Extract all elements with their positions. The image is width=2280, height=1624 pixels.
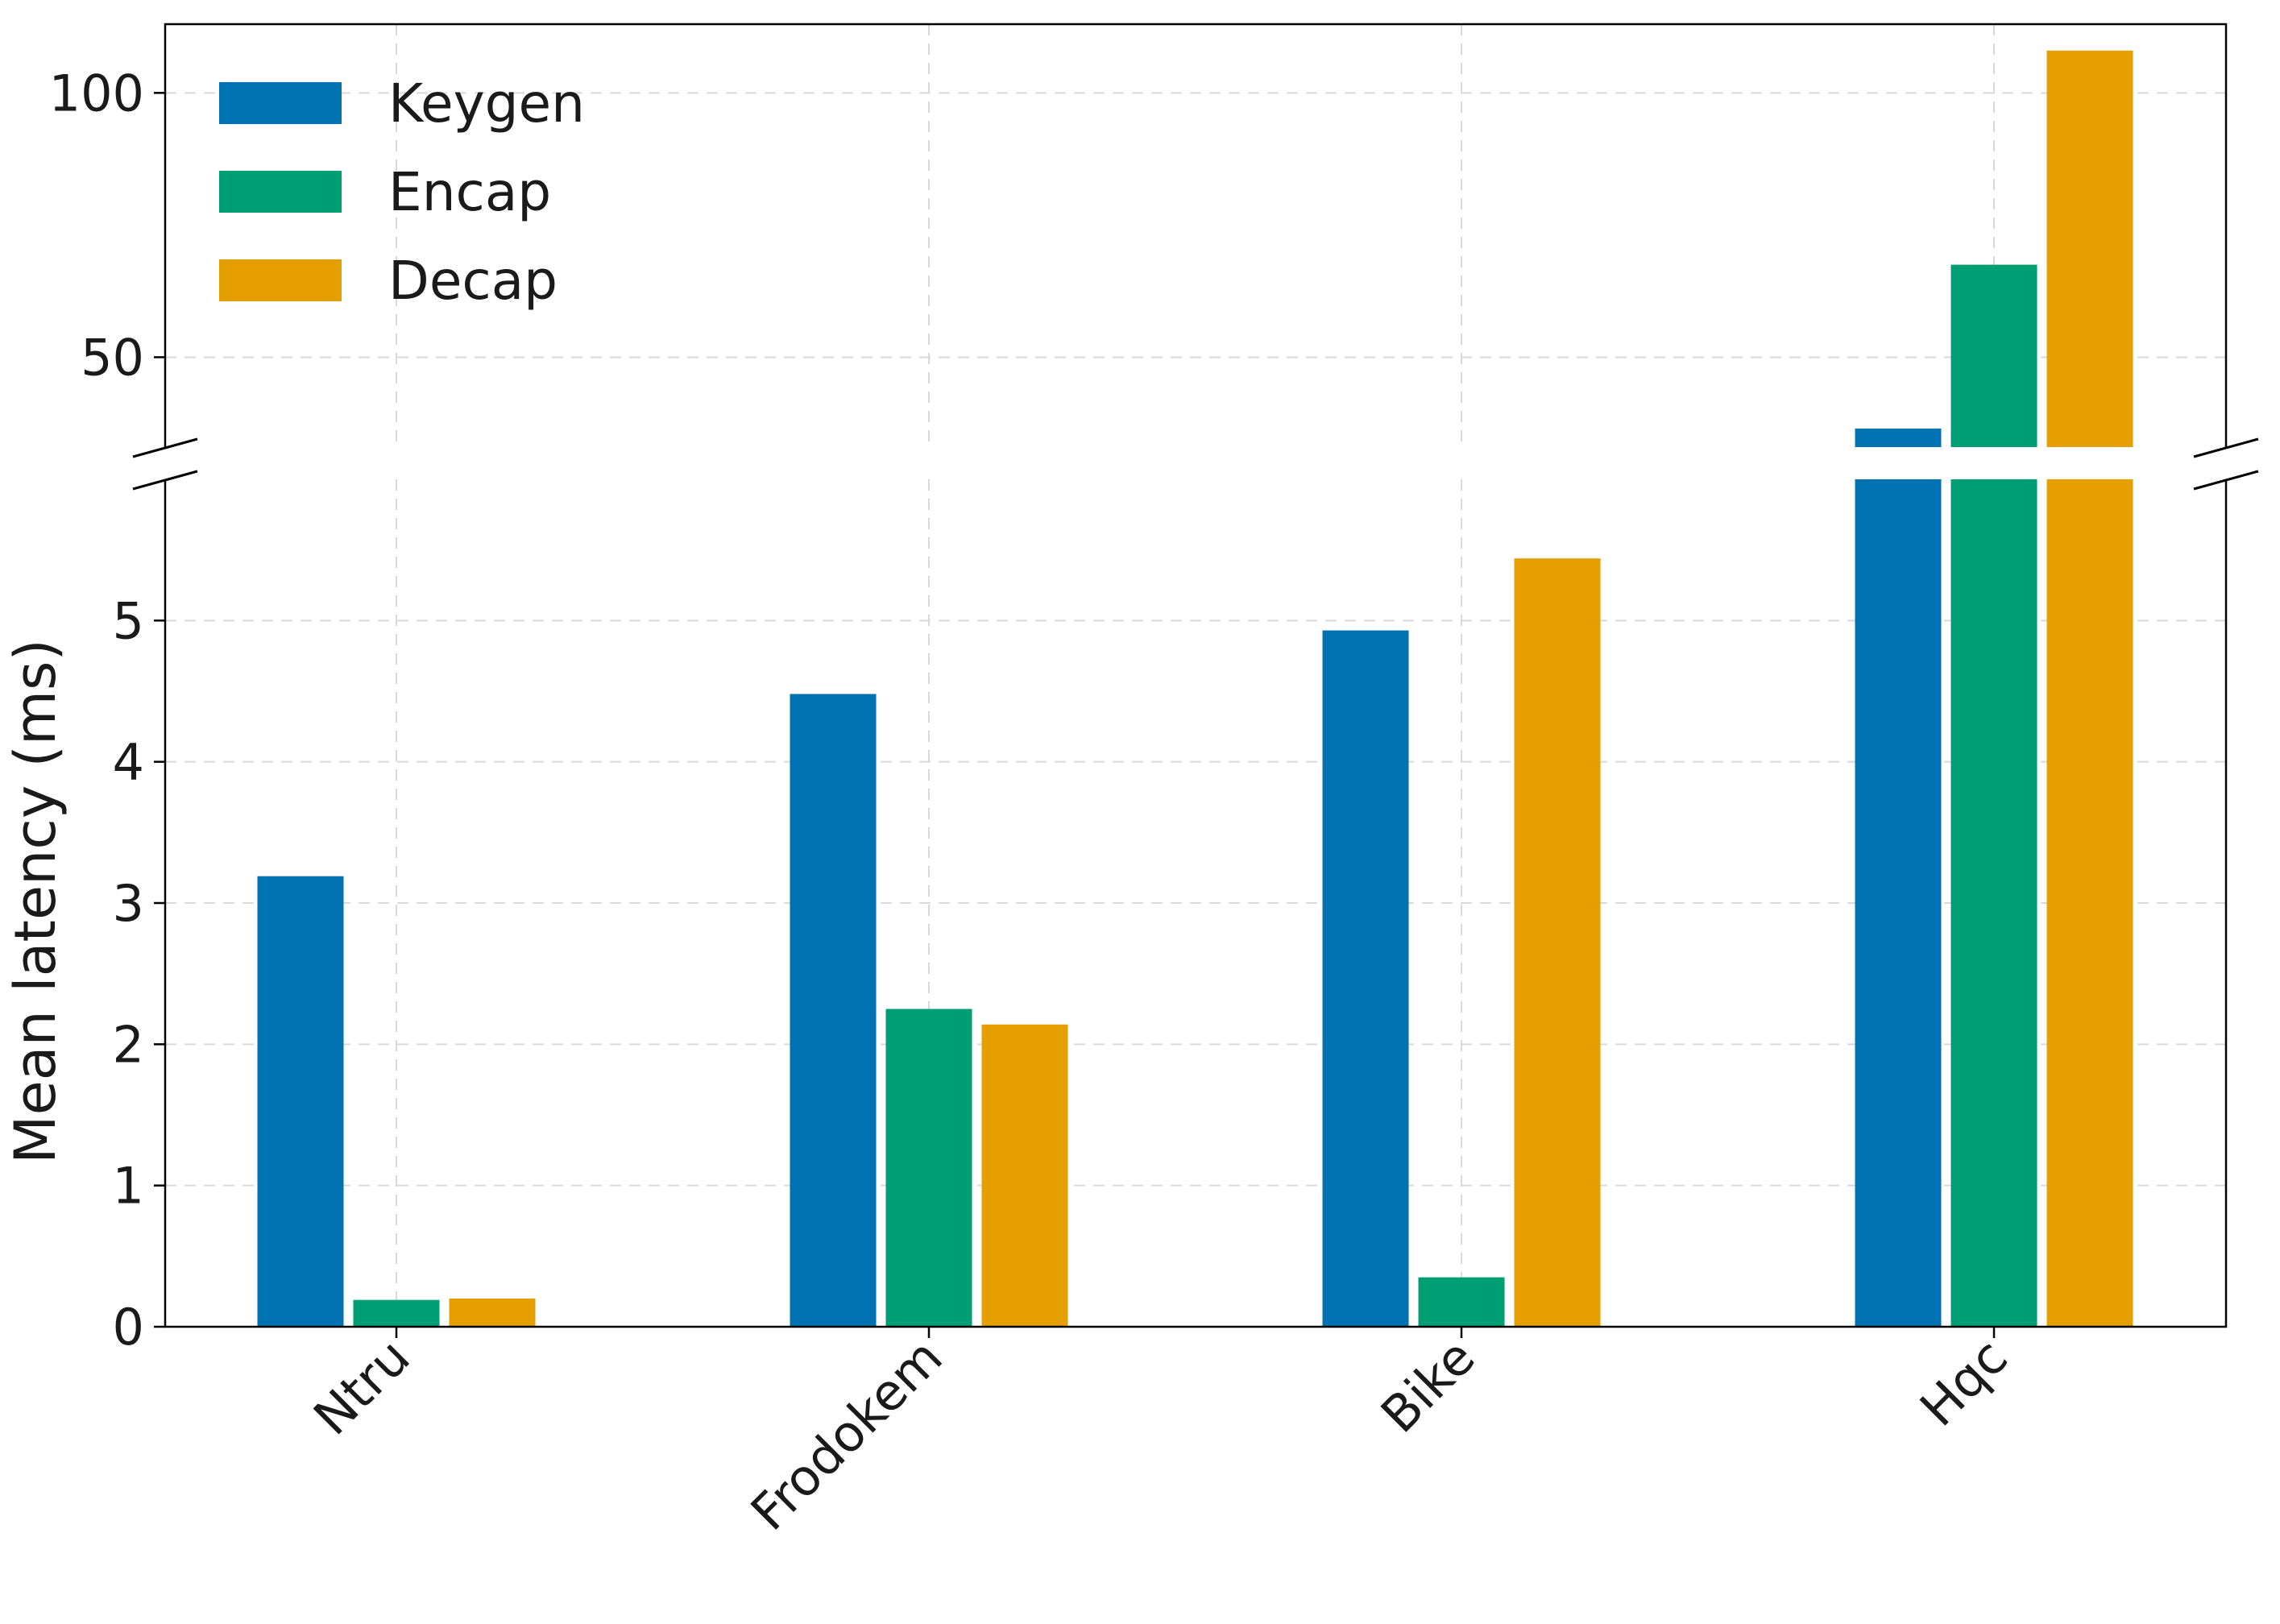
bar-encap-frodokem xyxy=(885,1009,972,1327)
bar-decap-ntru xyxy=(449,1298,536,1327)
x-tick-label: Frodokem xyxy=(740,1328,954,1542)
bar-keygen-frodokem xyxy=(790,694,877,1327)
bar-keygen-hqc-upper xyxy=(1855,429,1942,447)
bar-decap-hqc-lower xyxy=(2046,479,2133,1327)
bar-keygen-ntru xyxy=(257,876,344,1327)
bars xyxy=(257,50,2133,1327)
y-tick-label: 100 xyxy=(49,64,144,122)
legend-label-keygen: Keygen xyxy=(388,72,585,135)
legend-swatch-encap xyxy=(219,171,342,213)
legend: Keygen Encap Decap xyxy=(219,72,585,312)
bar-encap-bike xyxy=(1418,1277,1505,1327)
upper-axes-frame xyxy=(164,23,2228,447)
axis-break-mark xyxy=(2193,470,2259,491)
axis-break-mark xyxy=(132,470,198,491)
y-tick-label: 3 xyxy=(113,874,144,933)
bar-encap-hqc-lower xyxy=(1950,479,2037,1327)
y-tick-label: 2 xyxy=(113,1015,144,1074)
x-tick-label: Ntru xyxy=(302,1328,421,1446)
axis-break-mark xyxy=(132,437,198,458)
bar-keygen-hqc-lower xyxy=(1855,479,1942,1327)
bar-decap-frodokem xyxy=(981,1024,1068,1327)
bar-encap-hqc-upper xyxy=(1950,264,2037,447)
bar-decap-bike xyxy=(1514,558,1601,1327)
y-tick-labels: 0 1 2 3 4 5 50 100 xyxy=(49,64,144,1357)
bar-decap-hqc-upper xyxy=(2046,50,2133,447)
legend-label-decap: Decap xyxy=(388,250,558,312)
legend-swatch-keygen xyxy=(219,82,342,124)
y-tick-label: 1 xyxy=(113,1157,144,1216)
y-tick-label: 4 xyxy=(113,733,144,792)
y-tick-label: 0 xyxy=(113,1298,144,1357)
y-tick-label: 5 xyxy=(113,591,144,650)
lower-axes-frame xyxy=(164,479,2228,1328)
bar-encap-ntru xyxy=(353,1299,440,1327)
axes xyxy=(132,23,2259,1338)
y-tick-label: 50 xyxy=(81,328,144,387)
legend-swatch-decap xyxy=(219,259,342,301)
axis-break-mark xyxy=(2193,437,2259,458)
x-tick-labels: Ntru Frodokem Bike Hqc xyxy=(302,1328,2018,1542)
x-tick-label: Hqc xyxy=(1909,1328,2019,1438)
y-axis-label: Mean latency (ms) xyxy=(2,639,68,1164)
legend-label-encap: Encap xyxy=(388,161,551,223)
bar-keygen-bike xyxy=(1322,630,1409,1327)
x-tick-label: Bike xyxy=(1370,1328,1486,1444)
